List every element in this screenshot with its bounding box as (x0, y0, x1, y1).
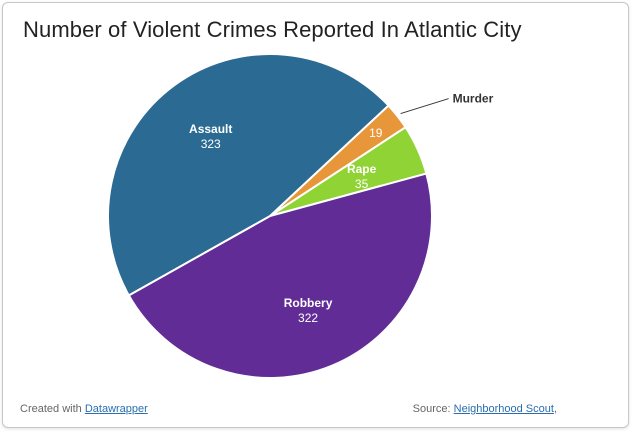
pie-slice-assault[interactable] (107, 53, 390, 297)
slice-value-assault: 323 (201, 137, 221, 151)
source-suffix: , (553, 403, 557, 415)
slice-value-murder: 19 (369, 126, 383, 140)
slice-name-robbery: Robbery (284, 296, 333, 310)
source-text: Source: (412, 403, 451, 415)
murder-leader-line (400, 98, 449, 115)
slice-name-rape: Rape (347, 162, 377, 176)
slice-value-robbery: 322 (298, 311, 318, 325)
pie-slice-robbery[interactable] (127, 172, 433, 379)
slice-name-assault: Assault (189, 122, 232, 136)
slice-name-murder: Murder (453, 92, 494, 106)
footer-credit: Created with Datawrapper (20, 403, 148, 415)
chart-title: Number of Violent Crimes Reported In Atl… (23, 17, 522, 42)
footer-source: Source: Neighborhood Scout, (413, 403, 557, 415)
slice-value-rape: 35 (355, 177, 369, 191)
source-link[interactable]: Neighborhood Scout (453, 403, 554, 415)
datawrapper-link[interactable]: Datawrapper (84, 403, 148, 415)
created-with-text: Created with (20, 403, 82, 415)
